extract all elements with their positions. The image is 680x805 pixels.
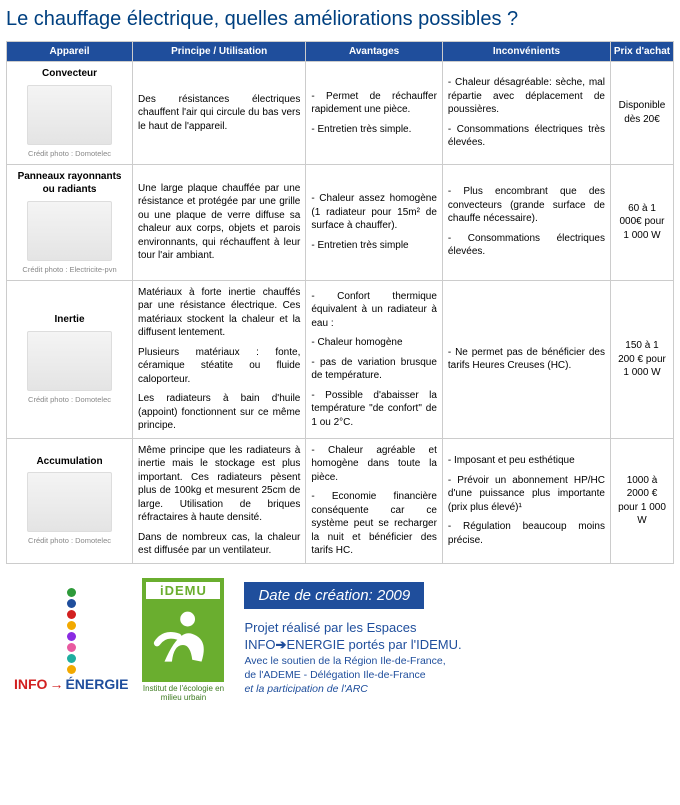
device-image-placeholder <box>27 201 112 261</box>
photo-credit: Crédit photo : Domotelec <box>28 149 111 159</box>
logo-idemu: iDEMU Institut de l'écologie en milieu u… <box>142 578 224 702</box>
logo-energie-text: ÉNERGIE <box>65 676 128 692</box>
disadvantages-cell: - Ne permet pas de bénéficier des tarifs… <box>442 280 610 438</box>
photo-credit: Crédit photo : Domotelec <box>28 395 111 405</box>
col-header-principle: Principe / Utilisation <box>133 42 306 62</box>
table-row: Inertie Crédit photo : Domotelec Matériaux… <box>7 280 674 438</box>
principle-cell: Matériaux à forte inertie chauffés par u… <box>133 280 306 438</box>
device-name: Inertie <box>55 313 85 327</box>
device-image-placeholder <box>27 472 112 532</box>
dot-icon <box>67 621 76 630</box>
device-image-placeholder <box>27 331 112 391</box>
device-cell: Accumulation Crédit photo : Domotelec <box>7 438 133 563</box>
advantages-cell: - Chaleur agréable et homogène dans tout… <box>306 438 443 563</box>
dot-icon <box>67 654 76 663</box>
footer-logos: INFO → ÉNERGIE iDEMU Institut de l'écolo… <box>14 578 224 702</box>
disadvantages-cell: - Chaleur désagréable: sèche, mal répart… <box>442 62 610 165</box>
table-row: Panneaux rayonnants ou radiants Crédit ph… <box>7 164 674 280</box>
project-line-1: Projet réalisé par les Espaces <box>244 619 666 637</box>
device-name: Panneaux rayonnants ou radiants <box>12 170 127 197</box>
dot-icon <box>67 610 76 619</box>
project-line-5: et la participation de l'ARC <box>244 682 666 696</box>
device-name: Convecteur <box>42 67 97 81</box>
project-info: INFO <box>244 637 275 652</box>
project-line-3: Avec le soutien de la Région Ile-de-Fran… <box>244 654 666 668</box>
disadvantages-cell: - Plus encombrant que des convecteurs (g… <box>442 164 610 280</box>
photo-credit: Crédit photo : Electricite-pvn <box>22 265 116 275</box>
col-header-disadvantages: Inconvénients <box>442 42 610 62</box>
col-header-price: Prix d'achat <box>610 42 673 62</box>
dot-icon <box>67 643 76 652</box>
dot-icon <box>67 588 76 597</box>
logo-info-text: INFO <box>14 676 47 692</box>
page-title: Le chauffage électrique, quelles amélior… <box>0 0 680 41</box>
device-cell: Inertie Crédit photo : Domotelec <box>7 280 133 438</box>
col-header-advantages: Avantages <box>306 42 443 62</box>
project-line-2: INFO➔ENERGIE portés par l'IDEMU. <box>244 636 666 654</box>
comparison-table: Appareil Principe / Utilisation Avantage… <box>6 41 674 564</box>
price-cell: Disponible dès 20€ <box>610 62 673 165</box>
person-icon <box>146 599 220 678</box>
dot-icon <box>67 632 76 641</box>
footer: INFO → ÉNERGIE iDEMU Institut de l'écolo… <box>0 564 680 708</box>
arrow-icon: → <box>49 676 63 692</box>
price-cell: 1000 à 2000 € pour 1 000 W <box>610 438 673 563</box>
principle-cell: Une large plaque chauffée par une résist… <box>133 164 306 280</box>
advantages-cell: - Confort thermique équivalent à un radi… <box>306 280 443 438</box>
table-row: Accumulation Crédit photo : Domotelec Même… <box>7 438 674 563</box>
principle-cell: Même principe que les radiateurs à inert… <box>133 438 306 563</box>
price-cell: 60 à 1 000€ pour 1 000 W <box>610 164 673 280</box>
device-cell: Panneaux rayonnants ou radiants Crédit ph… <box>7 164 133 280</box>
creation-date-box: Date de création: 2009 <box>244 582 424 609</box>
price-cell: 150 à 1 200 € pour 1 000 W <box>610 280 673 438</box>
photo-credit: Crédit photo : Domotelec <box>28 536 111 546</box>
arrow-icon: ➔ <box>276 637 287 652</box>
dot-icon <box>67 665 76 674</box>
device-name: Accumulation <box>36 455 102 469</box>
disadvantages-cell: - Imposant et peu esthétique- Prévoir un… <box>442 438 610 563</box>
device-cell: Convecteur Crédit photo : Domotelec <box>7 62 133 165</box>
idemu-caption: Institut de l'écologie en milieu urbain <box>142 684 224 702</box>
advantages-cell: - Chaleur assez homogène (1 radiateur po… <box>306 164 443 280</box>
project-energie: ENERGIE portés par l'IDEMU. <box>286 637 461 652</box>
project-line-4: de l'ADEME - Délégation Ile-de-France <box>244 668 666 682</box>
dot-icon <box>67 599 76 608</box>
device-image-placeholder <box>27 85 112 145</box>
col-header-device: Appareil <box>7 42 133 62</box>
principle-cell: Des résistances électriques chauffent l'… <box>133 62 306 165</box>
table-row: Convecteur Crédit photo : Domotelec Des ré… <box>7 62 674 165</box>
logo-info-energie: INFO → ÉNERGIE <box>14 588 128 692</box>
idemu-label: iDEMU <box>146 582 220 599</box>
advantages-cell: - Permet de réchauffer rapidement une pi… <box>306 62 443 165</box>
project-text: Projet réalisé par les Espaces INFO➔ENER… <box>244 619 666 697</box>
footer-right: Date de création: 2009 Projet réalisé pa… <box>244 578 666 702</box>
table-header-row: Appareil Principe / Utilisation Avantage… <box>7 42 674 62</box>
